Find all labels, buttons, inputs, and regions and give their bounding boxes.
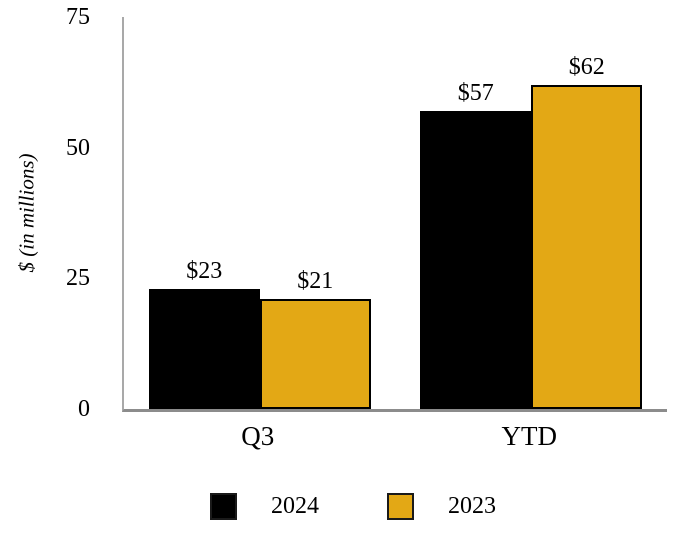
plot-area: $23 $21 $57 $62 bbox=[122, 17, 667, 412]
legend-label-2024: 2024 bbox=[271, 493, 319, 519]
y-tick-label-25: 25 bbox=[66, 265, 90, 292]
bar-value-label: $23 bbox=[186, 257, 223, 284]
y-tick-label-50: 50 bbox=[66, 134, 90, 161]
legend-label-2023: 2023 bbox=[448, 493, 496, 519]
legend-swatch-2023 bbox=[387, 492, 414, 520]
bar-value-label: $62 bbox=[568, 53, 605, 80]
legend-swatch-2024 bbox=[210, 492, 237, 520]
x-axis-label-Q3: Q3 bbox=[241, 421, 275, 451]
bar-2023-Q3 bbox=[259, 299, 371, 409]
bar-value-label: $21 bbox=[297, 268, 334, 295]
y-tick-label-0: 0 bbox=[78, 396, 90, 422]
legend-item-2023: 2023 bbox=[387, 492, 496, 520]
legend: 2024 2023 bbox=[12, 492, 682, 520]
y-axis-title: $ (in millions) bbox=[14, 153, 39, 273]
bar-2023-YTD bbox=[531, 84, 643, 409]
bar-2024-Q3 bbox=[148, 288, 260, 409]
bar-2024-YTD bbox=[420, 111, 532, 409]
x-axis-label-YTD: YTD bbox=[501, 421, 558, 451]
bar-value-label: $57 bbox=[457, 80, 494, 107]
legend-item-2024: 2024 bbox=[210, 492, 319, 520]
y-tick-label-75: 75 bbox=[66, 4, 90, 30]
